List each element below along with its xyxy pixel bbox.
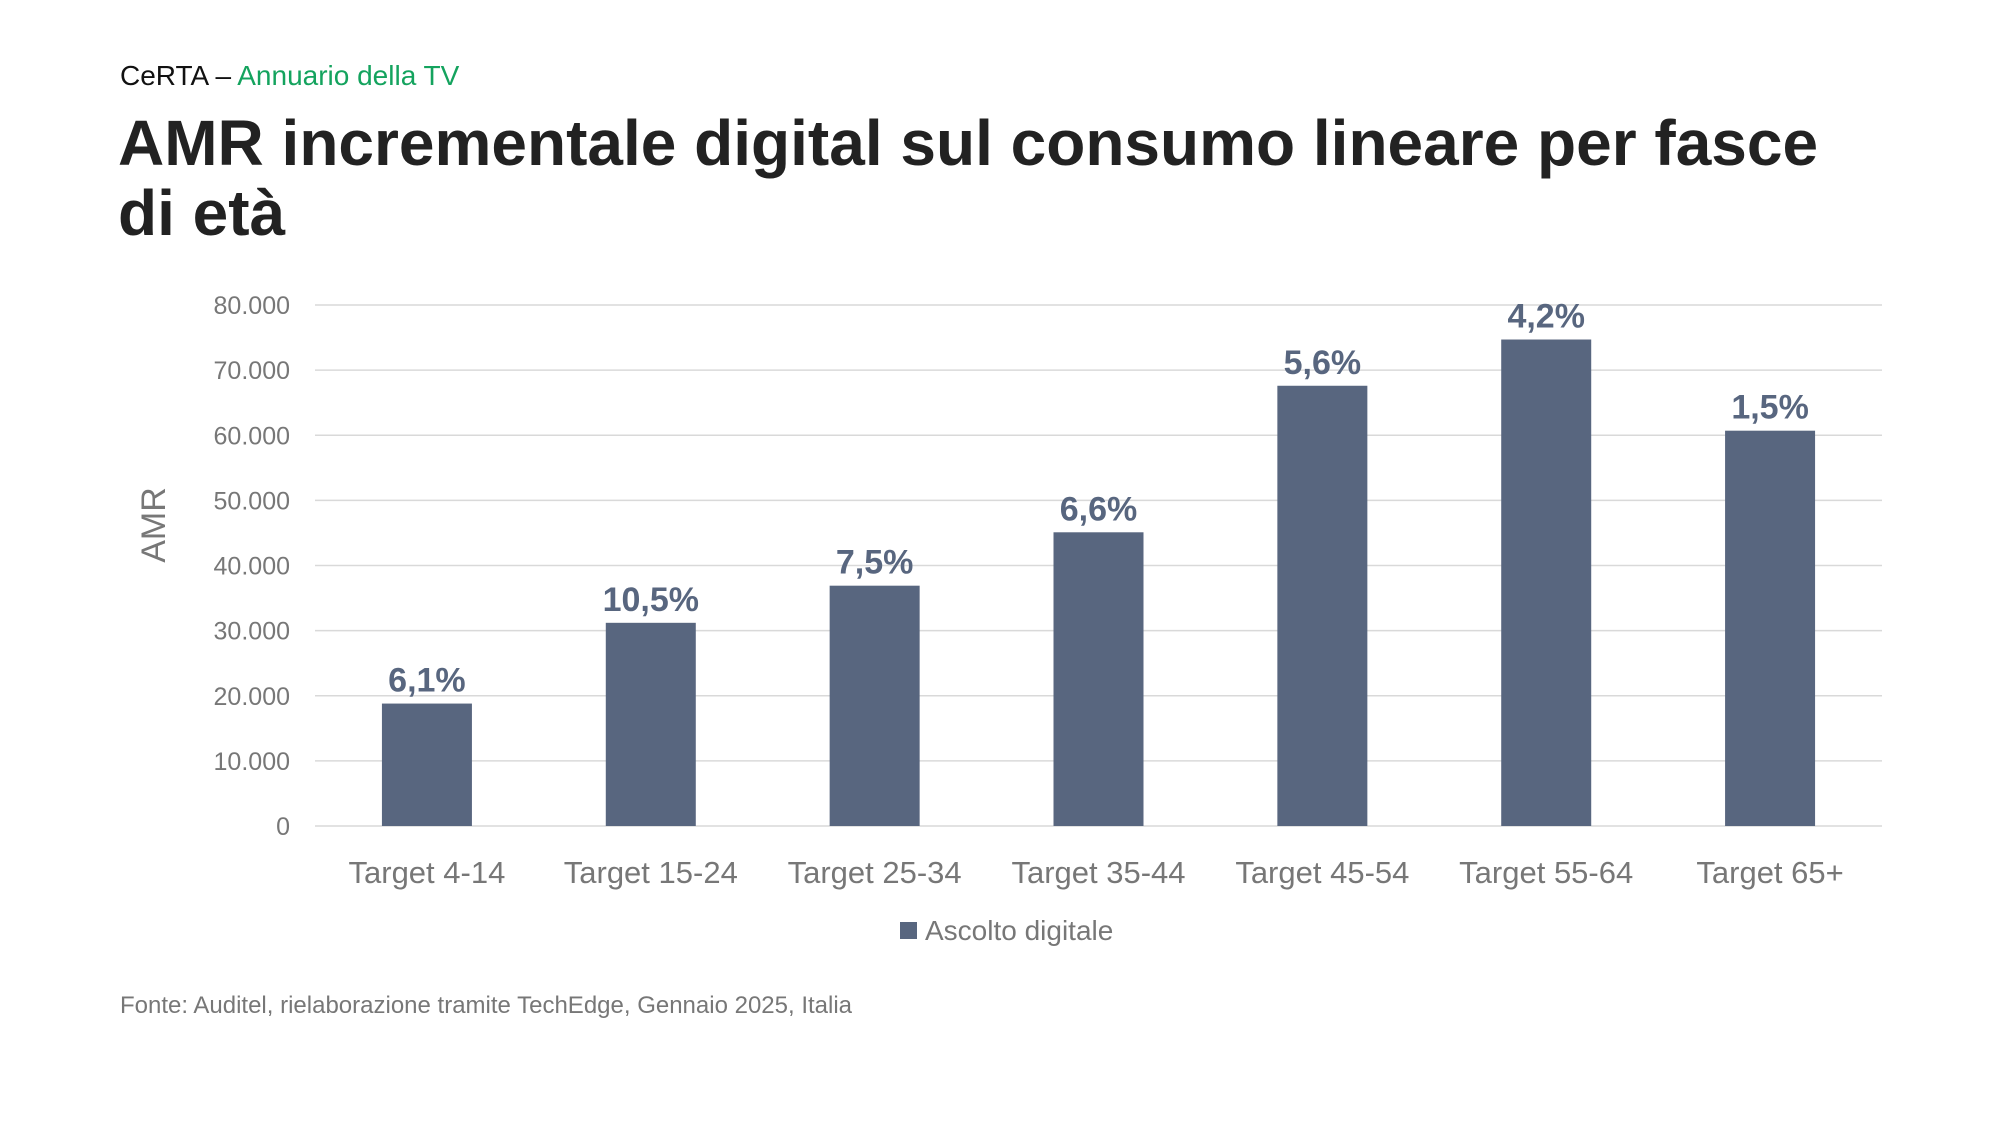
x-tick-label: Target 15-24 — [564, 855, 738, 890]
data-label: 7,5% — [836, 544, 914, 582]
subtitle: CeRTA – Annuario della TV — [120, 60, 459, 92]
bar — [1053, 532, 1144, 826]
bar — [1725, 430, 1816, 826]
x-tick-label: Target 25-34 — [788, 855, 962, 890]
x-tick-label: Target 45-54 — [1235, 855, 1409, 890]
y-tick-label: 20.000 — [214, 683, 290, 711]
x-tick-label: Target 65+ — [1696, 855, 1843, 890]
y-tick-label: 30.000 — [214, 618, 290, 646]
y-tick-label: 40.000 — [214, 553, 290, 581]
bar — [381, 703, 472, 826]
y-tick-label: 60.000 — [214, 422, 290, 450]
data-label: 6,6% — [1060, 490, 1138, 528]
data-label: 5,6% — [1284, 344, 1362, 382]
y-tick-label: 70.000 — [214, 357, 290, 385]
legend-swatch — [900, 922, 917, 939]
y-tick-label: 10.000 — [214, 748, 290, 776]
bar — [605, 622, 696, 826]
source-note: Fonte: Auditel, rielaborazione tramite T… — [120, 992, 853, 1019]
data-label: 4,2% — [1507, 298, 1585, 336]
x-tick-label: Target 35-44 — [1011, 855, 1185, 890]
x-tick-label: Target 55-64 — [1459, 855, 1633, 890]
data-label: 6,1% — [388, 662, 466, 700]
data-label: 1,5% — [1731, 389, 1809, 427]
y-axis-label: AMR — [135, 487, 173, 563]
y-tick-label: 50.000 — [214, 487, 290, 515]
x-tick-label: Target 4-14 — [349, 855, 506, 890]
bar — [1501, 339, 1592, 826]
publication: Annuario della TV — [237, 60, 460, 91]
y-tick-label: 0 — [276, 813, 290, 841]
data-label: 10,5% — [603, 581, 699, 619]
bar — [1277, 385, 1368, 826]
legend-label: Ascolto digitale — [925, 915, 1113, 946]
bar — [829, 585, 920, 826]
page-title: AMR incrementale digital sul consumo lin… — [118, 107, 1819, 249]
brand: CeRTA – — [120, 60, 232, 91]
y-tick-label: 80.000 — [214, 292, 290, 320]
